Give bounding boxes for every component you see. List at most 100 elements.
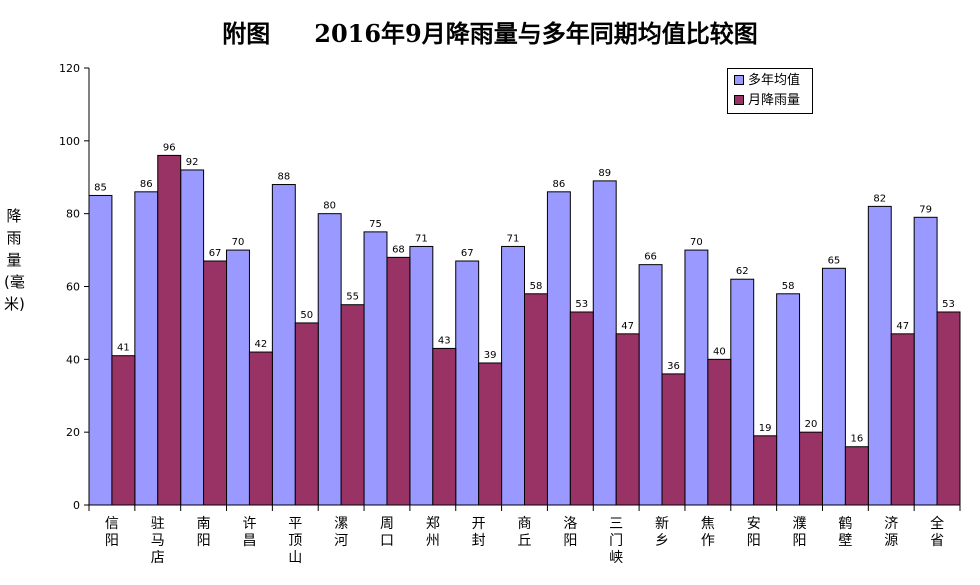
data-label-2: 20 — [805, 419, 818, 430]
data-label-1: 89 — [598, 168, 611, 179]
data-label-1: 62 — [736, 266, 749, 277]
bar-1 — [730, 278, 755, 506]
x-tick-label: 新乡 — [655, 516, 669, 549]
bar-1 — [226, 249, 250, 506]
bar-2 — [936, 311, 961, 506]
legend-label-series1: 多年均值 — [748, 73, 801, 88]
x-tick-label: 周口 — [380, 516, 394, 549]
x-tick-label: 全省 — [930, 515, 944, 549]
data-label-2: 67 — [209, 248, 222, 259]
data-label-1: 66 — [644, 252, 657, 263]
x-tick-label: 济源 — [884, 516, 898, 549]
bar-2 — [615, 333, 640, 506]
data-label-2: 50 — [300, 310, 313, 321]
y-axis-label: 降雨量(毫米) — [4, 207, 25, 313]
bar-1 — [134, 191, 159, 506]
data-label-1: 88 — [277, 172, 290, 183]
chart-title: 附图 2016年9月降雨量与多年同期均值比较图 — [0, 14, 980, 49]
data-label-2: 53 — [575, 299, 588, 310]
data-label-2: 39 — [484, 350, 497, 361]
data-label-2: 96 — [163, 142, 176, 153]
bar-1 — [867, 205, 892, 506]
data-label-2: 42 — [255, 339, 268, 350]
x-tick-label: 郑州 — [426, 516, 440, 549]
x-tick-label: 洛阳 — [563, 516, 577, 549]
y-tick-label: 0 — [73, 499, 80, 512]
x-tick-label: 商丘 — [518, 516, 532, 549]
chart-title-prefix: 附图 — [222, 19, 271, 48]
legend: 多年均值 月降雨量 — [727, 68, 813, 114]
bar-1 — [546, 191, 571, 506]
y-tick-label: 120 — [59, 62, 80, 75]
x-tick-label: 南阳 — [197, 516, 211, 549]
bar-1 — [821, 267, 846, 506]
y-tick-label: 60 — [66, 281, 80, 294]
bar-2 — [294, 322, 319, 506]
bar-1 — [684, 249, 709, 506]
data-label-1: 85 — [94, 182, 107, 193]
data-label-1: 70 — [690, 237, 703, 248]
bar-1 — [317, 213, 342, 506]
bar-2 — [707, 358, 732, 506]
bar-2 — [478, 362, 503, 506]
legend-swatch-series2 — [734, 94, 744, 105]
data-label-1: 75 — [369, 219, 382, 230]
x-tick-label: 平顶山 — [288, 516, 302, 566]
bar-2 — [386, 256, 411, 506]
x-tick-label: 三门峡 — [609, 516, 623, 566]
bar-1 — [501, 245, 526, 506]
x-tick-label: 信阳 — [105, 516, 119, 549]
chart-title-main: 2016年9月降雨量与多年同期均值比较图 — [314, 19, 758, 48]
x-tick-label: 开封 — [472, 516, 486, 549]
legend-item-series1: 多年均值 — [728, 71, 812, 91]
data-label-2: 53 — [942, 299, 955, 310]
bar-2 — [753, 435, 778, 506]
bar-2 — [157, 154, 182, 506]
bar-2 — [203, 260, 228, 506]
data-label-2: 16 — [850, 434, 863, 445]
x-tick-label: 许昌 — [242, 516, 256, 549]
x-tick-label: 驻马店 — [151, 516, 165, 566]
data-label-2: 36 — [667, 361, 680, 372]
y-tick-label: 40 — [66, 353, 80, 366]
bar-1 — [271, 184, 296, 506]
bar-1 — [455, 260, 480, 506]
data-label-2: 40 — [713, 346, 726, 357]
data-label-1: 80 — [323, 201, 336, 212]
data-label-1: 58 — [782, 281, 795, 292]
bar-1 — [88, 194, 113, 506]
bar-1 — [776, 293, 801, 506]
bar-2 — [524, 293, 548, 506]
bar-1 — [592, 180, 617, 506]
data-label-2: 43 — [438, 335, 451, 346]
data-label-1: 82 — [873, 193, 886, 204]
data-label-2: 58 — [530, 281, 543, 292]
data-label-1: 86 — [553, 179, 566, 190]
bar-1 — [409, 245, 434, 506]
bar-1 — [363, 231, 388, 506]
data-label-1: 71 — [507, 233, 520, 244]
x-tick-label: 焦作 — [701, 516, 715, 549]
data-label-2: 47 — [896, 321, 909, 332]
data-label-2: 68 — [392, 244, 405, 255]
x-tick-label: 安阳 — [747, 516, 761, 549]
y-tick-label: 20 — [66, 426, 80, 439]
bar-2 — [569, 311, 594, 506]
x-tick-label: 濮阳 — [793, 516, 807, 549]
bar-2 — [890, 333, 915, 506]
legend-swatch-series1 — [734, 74, 744, 85]
bar-2 — [248, 351, 273, 506]
data-label-1: 65 — [828, 255, 841, 266]
bar-2 — [432, 347, 457, 506]
y-tick-label: 100 — [59, 135, 80, 148]
data-label-1: 67 — [461, 248, 474, 259]
bar-2 — [340, 304, 365, 506]
x-tick-label: 鹤壁 — [838, 516, 852, 549]
data-label-1: 86 — [140, 179, 153, 190]
bar-2 — [844, 446, 869, 506]
bar-1 — [913, 216, 938, 506]
bar-1 — [638, 264, 663, 506]
data-label-1: 71 — [415, 233, 428, 244]
data-label-1: 70 — [232, 237, 245, 248]
data-label-2: 41 — [117, 343, 130, 354]
